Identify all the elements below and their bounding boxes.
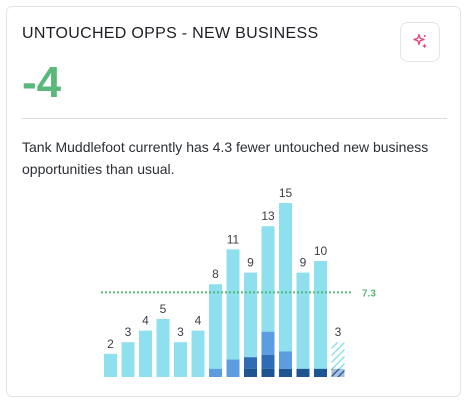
average-line-label: 7.3	[362, 288, 376, 299]
bar-14-value-label: 3	[335, 325, 342, 339]
bar-8	[226, 249, 240, 377]
bar-10-value-label: 13	[261, 209, 275, 223]
bar-7-value-label: 8	[212, 267, 219, 281]
bar-6	[191, 330, 205, 377]
bar-2	[121, 342, 135, 377]
bar-4-value-label: 5	[160, 302, 167, 316]
bar-5	[174, 342, 187, 377]
bar-11	[279, 203, 292, 377]
untouched-delta-value: -4	[22, 58, 62, 107]
bar-10-segment-3	[261, 331, 275, 355]
bar-7	[209, 284, 222, 377]
bar-4	[156, 319, 170, 377]
bar-8-value-label: 11	[227, 232, 240, 246]
insight-description: Tank Muddlefoot currently has 4.3 fewer …	[22, 139, 429, 177]
bar-12-segment-1	[296, 368, 310, 377]
bar-8-segment-1	[226, 359, 240, 377]
bar-9-segment-2	[244, 357, 257, 369]
divider	[22, 118, 447, 119]
bar-1-value-label: 2	[107, 337, 114, 351]
bar-7-segment-1	[209, 368, 222, 377]
bar-13-segment-1	[314, 368, 327, 377]
bar-12-value-label: 9	[300, 256, 307, 270]
bar-5-value-label: 3	[177, 325, 184, 339]
bar-10-segment-1	[261, 368, 275, 377]
sparkle-icon	[412, 33, 428, 52]
bar-11-value-label: 15	[279, 186, 293, 200]
bar-9-value-label: 9	[247, 256, 254, 270]
bar-3	[139, 330, 152, 377]
bar-13-value-label: 10	[314, 244, 328, 258]
bar-1	[104, 353, 117, 377]
bar-14-segment-1	[331, 368, 345, 377]
bar-3-value-label: 4	[142, 314, 149, 328]
bar-10-segment-2	[261, 354, 275, 369]
bar-13	[314, 261, 327, 377]
bar-14	[331, 342, 345, 377]
bar-2-value-label: 3	[125, 325, 132, 339]
bar-9-segment-1	[244, 368, 257, 377]
bar-9	[244, 272, 257, 377]
card-title: UNTOUCHED OPPS - NEW BUSINESS	[22, 25, 319, 42]
bar-12	[296, 272, 310, 377]
bar-11-segment-1	[279, 368, 292, 377]
bar-11-segment-2	[279, 351, 292, 369]
bar-6-value-label: 4	[195, 314, 202, 328]
ai-insights-button[interactable]	[400, 22, 440, 62]
